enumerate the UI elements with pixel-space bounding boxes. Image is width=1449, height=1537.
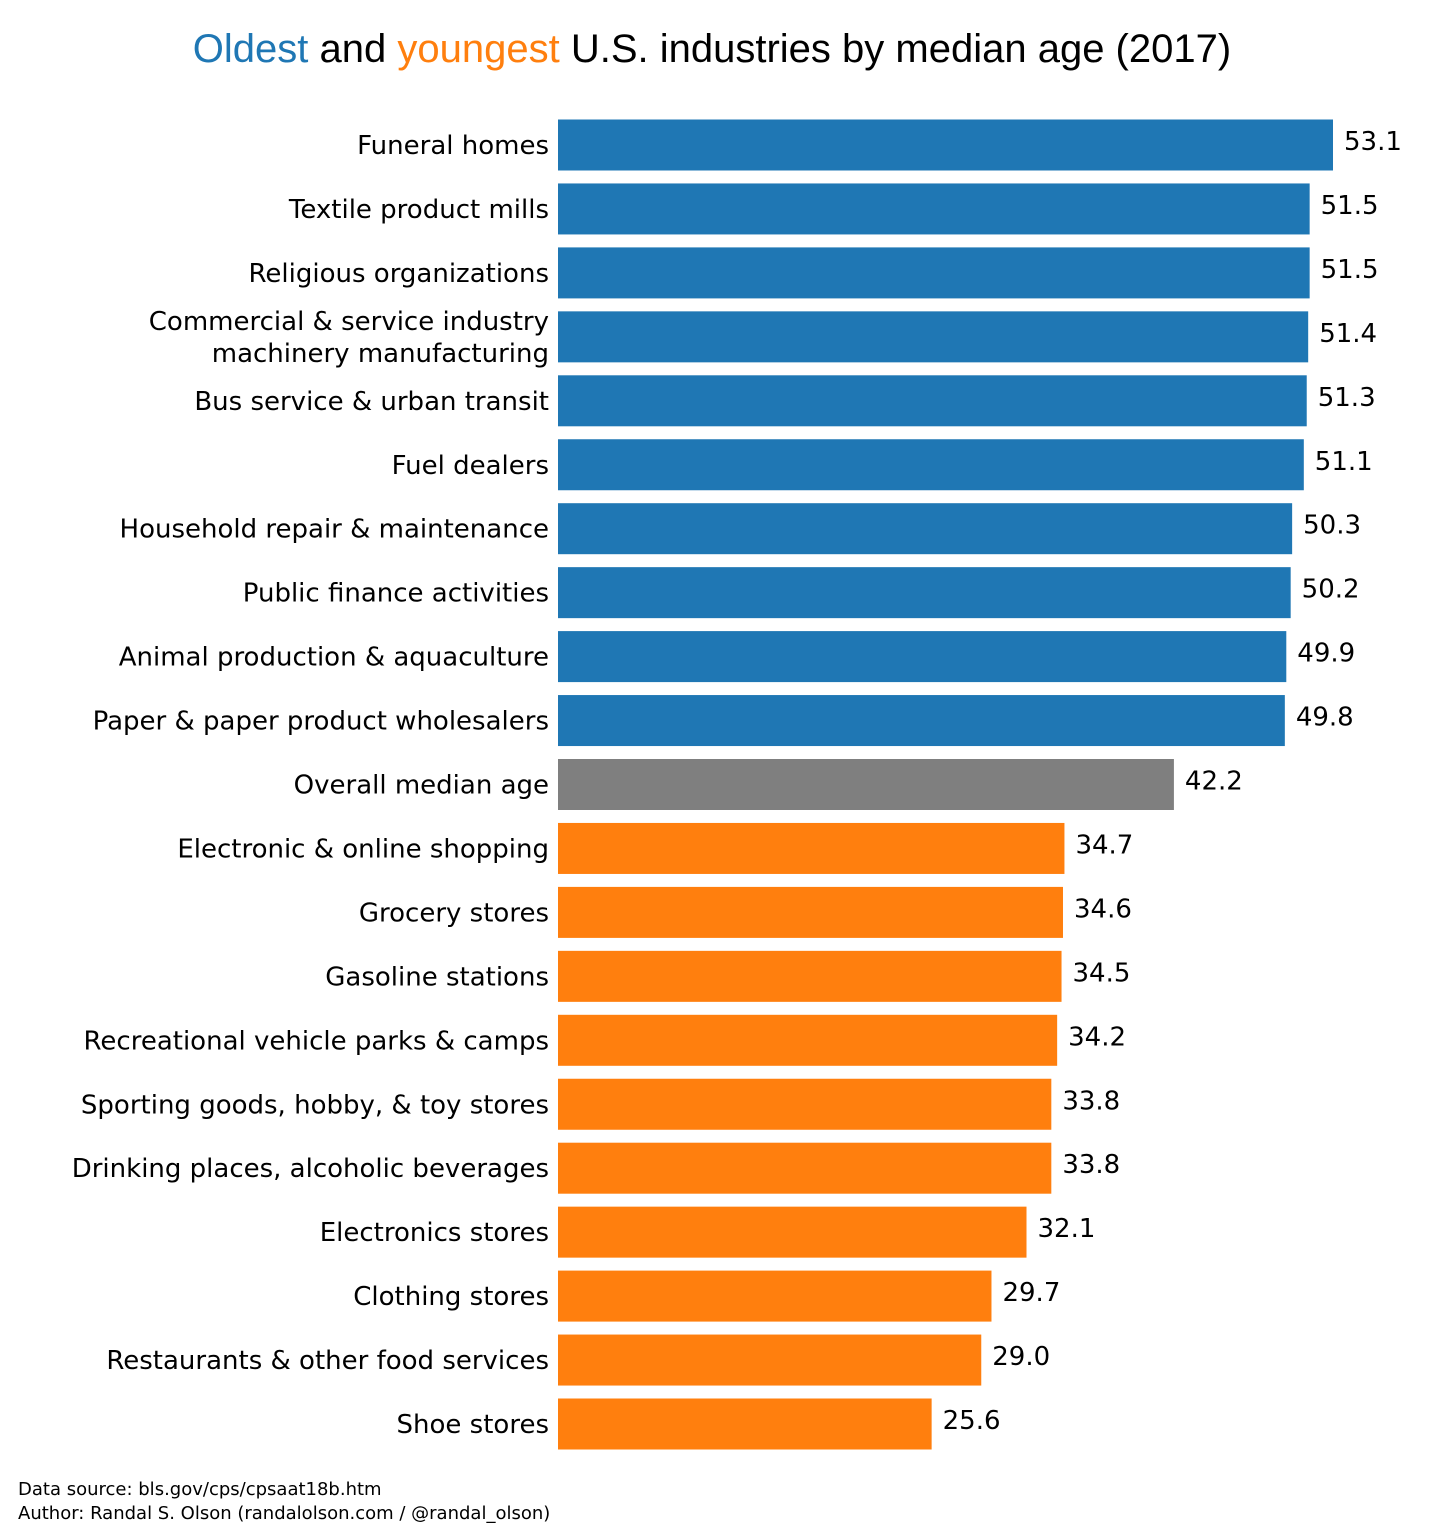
value-label: 33.8	[1062, 1086, 1120, 1116]
bar-oldest	[558, 375, 1307, 427]
category-labels-group: Funeral homes Textile product mills Religi…	[72, 131, 549, 1440]
category-label: Gasoline stations	[325, 962, 549, 992]
bar-youngest	[558, 1078, 1052, 1130]
value-label: 51.1	[1315, 447, 1373, 477]
category-label: Commercial & service industry machinery m…	[149, 307, 549, 369]
bar-oldest	[558, 631, 1287, 683]
bar-oldest	[558, 183, 1310, 235]
category-label: Textile product mills	[288, 195, 549, 225]
value-label: 32.1	[1038, 1214, 1096, 1244]
value-labels-group: 53.1 51.5 51.5 51.4 51.3 51.1 50.3 50.2 49.9 49.8…	[943, 127, 1402, 1436]
title-part-oldest: Oldest	[193, 27, 309, 71]
value-label: 29.0	[992, 1342, 1050, 1372]
value-label: 33.8	[1062, 1150, 1120, 1180]
category-label: Sporting goods, hobby, & toy stores	[81, 1090, 549, 1120]
bar-youngest	[558, 1334, 982, 1386]
value-label: 51.5	[1321, 191, 1379, 221]
bar-youngest	[558, 1142, 1052, 1194]
bar-youngest	[558, 950, 1062, 1002]
category-label: Drinking places, alcoholic beverages	[72, 1154, 549, 1184]
value-label: 42.2	[1185, 767, 1243, 797]
value-label: 49.8	[1296, 703, 1354, 733]
bar-youngest	[558, 1206, 1027, 1258]
value-label: 51.5	[1321, 255, 1379, 285]
value-label: 53.1	[1344, 127, 1402, 157]
category-label: Household repair & maintenance	[120, 515, 549, 545]
bar-youngest	[558, 1398, 932, 1450]
category-label: Recreational vehicle parks & camps	[84, 1026, 549, 1056]
value-label: 34.2	[1068, 1022, 1126, 1052]
title-part-plain: and	[308, 27, 397, 71]
data-source-note: Data source: bls.gov/cps/cpsaat18b.htm	[18, 1479, 382, 1500]
bar-oldest	[558, 119, 1333, 171]
bars-group	[558, 119, 1333, 1450]
bar-youngest	[558, 822, 1065, 874]
category-label: Electronics stores	[320, 1218, 549, 1248]
category-label: Funeral homes	[357, 131, 549, 161]
value-label: 25.6	[943, 1406, 1001, 1436]
bar-youngest	[558, 1014, 1058, 1066]
value-label: 51.3	[1318, 383, 1376, 413]
category-label: Overall median age	[294, 771, 549, 801]
bar-oldest	[558, 567, 1291, 619]
category-label: Electronic & online shopping	[177, 834, 549, 864]
bar-oldest	[558, 311, 1309, 363]
bar-oldest	[558, 247, 1310, 299]
category-label: Paper & paper product wholesalers	[93, 707, 549, 737]
category-label: Public finance activities	[243, 579, 549, 609]
chart-title: Oldest and youngest U.S. industries by m…	[193, 27, 1231, 71]
value-label: 34.5	[1073, 958, 1131, 988]
title-part-youngest: youngest	[397, 27, 559, 71]
category-label: Restaurants & other food services	[106, 1346, 549, 1376]
author-note: Author: Randal S. Olson (randalolson.com…	[18, 1503, 550, 1524]
category-label: Shoe stores	[397, 1410, 549, 1440]
value-label: 49.9	[1297, 639, 1355, 669]
value-label: 50.3	[1303, 511, 1361, 541]
value-label: 50.2	[1302, 575, 1360, 605]
category-label: Grocery stores	[359, 898, 549, 928]
bar-oldest	[558, 439, 1304, 491]
value-label: 34.6	[1074, 894, 1132, 924]
value-label: 51.4	[1319, 319, 1377, 349]
value-label: 29.7	[1002, 1278, 1060, 1308]
category-label: Clothing stores	[353, 1282, 549, 1312]
category-label: Religious organizations	[249, 259, 549, 289]
category-label: Animal production & aquaculture	[119, 643, 549, 673]
bar-oldest	[558, 503, 1293, 555]
bar-overall	[558, 759, 1174, 810]
value-label: 34.7	[1075, 830, 1133, 860]
bar-youngest	[558, 1270, 992, 1322]
bar-oldest	[558, 695, 1285, 747]
bar-youngest	[558, 886, 1063, 938]
category-label: Fuel dealers	[392, 451, 549, 481]
category-label: Bus service & urban transit	[194, 387, 549, 417]
title-part-plain: U.S. industries by median age (2017)	[560, 27, 1231, 71]
